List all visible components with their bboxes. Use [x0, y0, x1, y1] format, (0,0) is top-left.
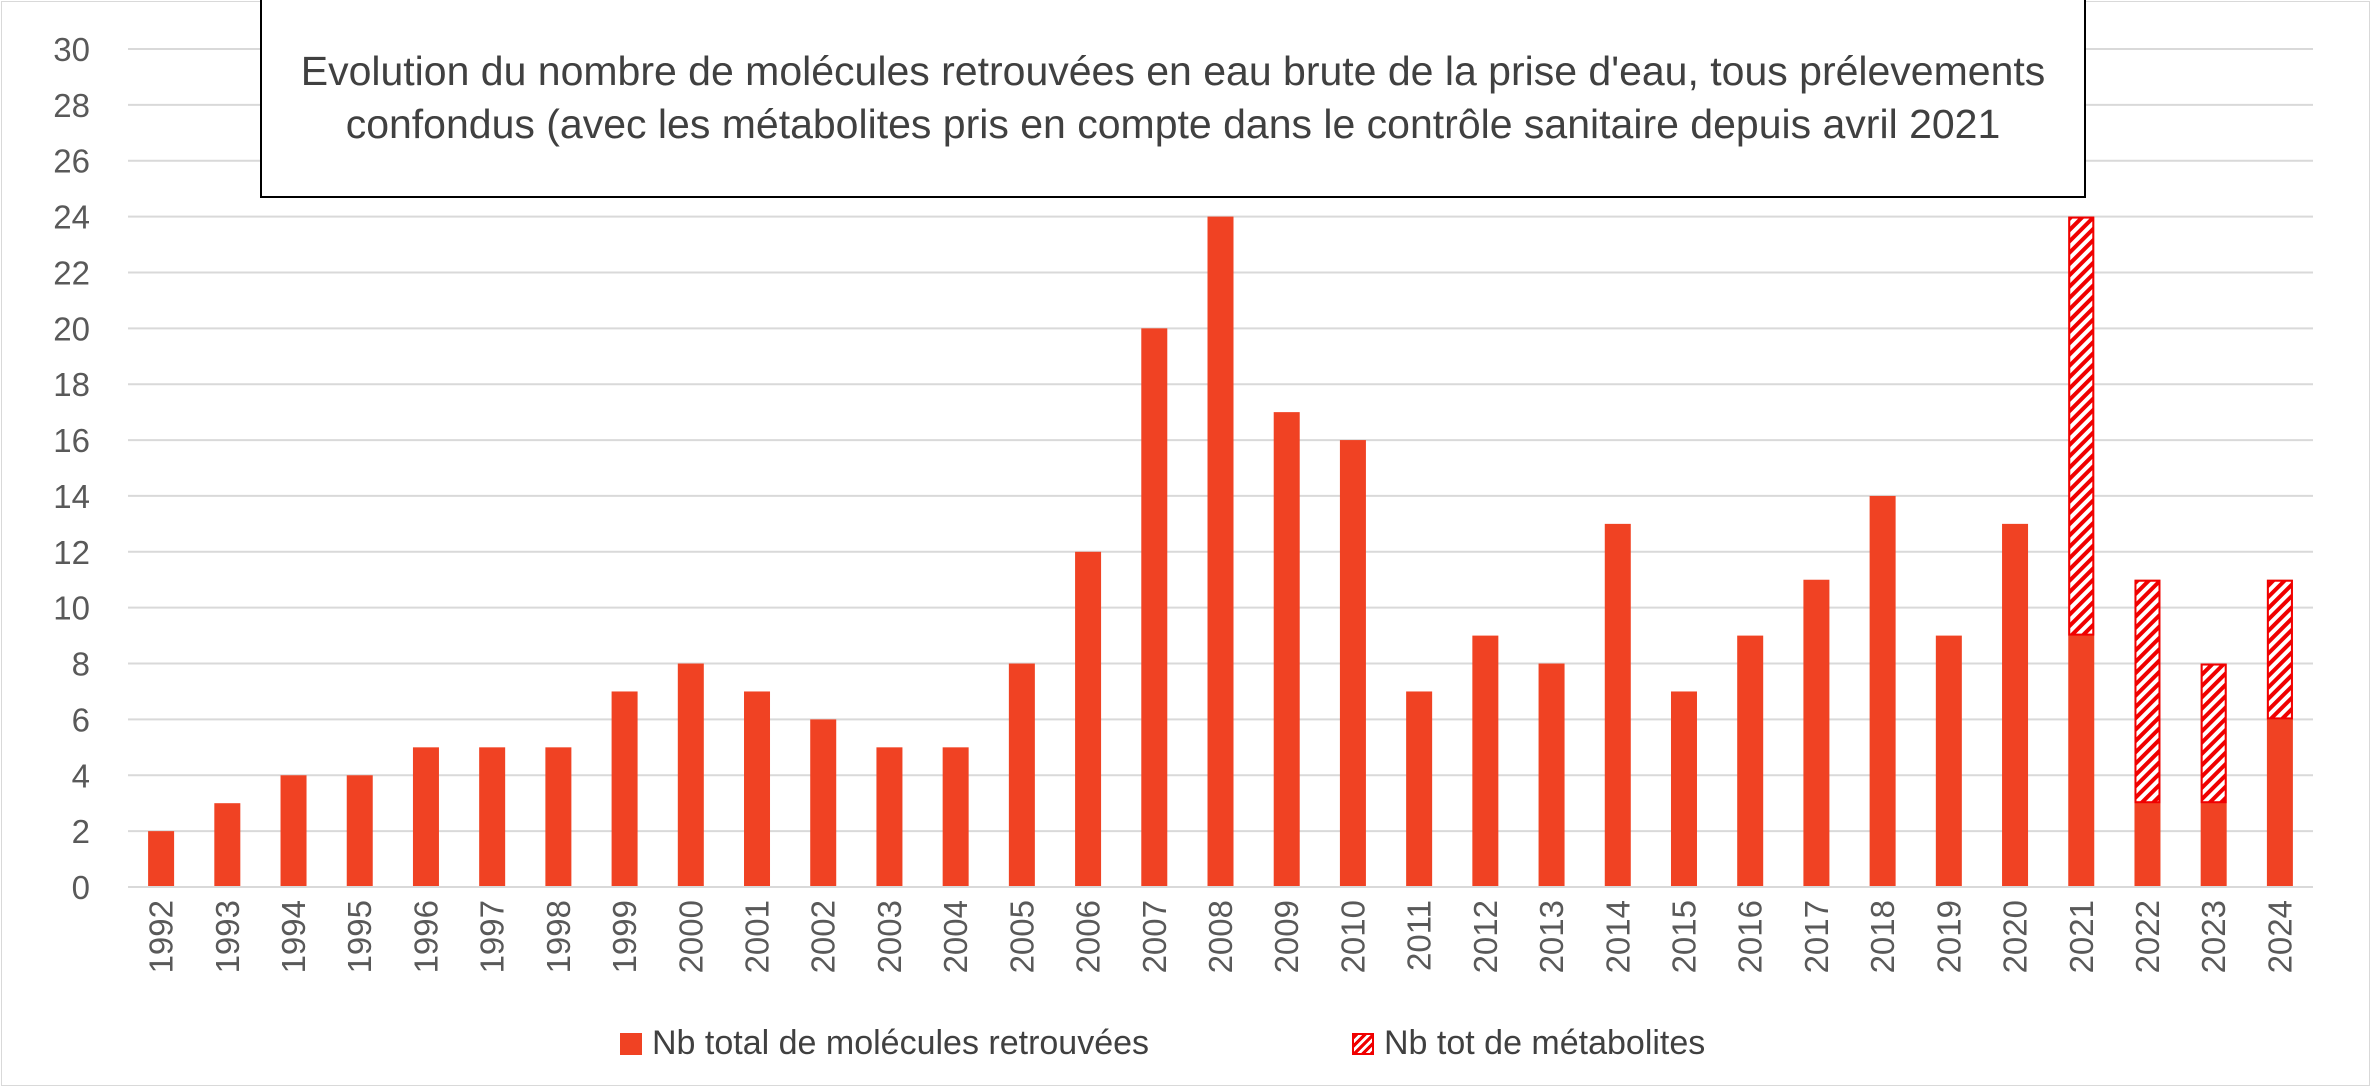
bar-1992	[148, 831, 175, 887]
x-axis-tick-labels: 1992 1993 1994 1995 1996 1997 1998 1999 2000 2001…	[143, 900, 2299, 973]
x-tick-label: 1993	[209, 900, 246, 973]
bar-1999	[611, 691, 638, 887]
bars	[148, 216, 2293, 888]
y-tick-label: 20	[53, 310, 90, 347]
x-tick-label: 2005	[1003, 900, 1040, 973]
x-tick-label: 2002	[805, 900, 842, 973]
bar-1997	[479, 747, 506, 887]
x-tick-label: 2011	[1401, 900, 1438, 971]
bar-1993	[214, 803, 241, 887]
x-tick-label: 2007	[1136, 900, 1173, 973]
x-tick-label: 2012	[1467, 900, 1504, 973]
y-tick-label: 28	[53, 87, 90, 124]
y-tick-label: 18	[53, 366, 90, 403]
bar-2007	[1141, 328, 1168, 887]
y-tick-label: 30	[53, 31, 90, 68]
x-tick-label: 1994	[275, 900, 312, 973]
x-tick-label: 2017	[1798, 900, 1835, 973]
bar-2013	[1538, 663, 1565, 887]
metabolite-bar-2022	[2134, 579, 2161, 804]
y-tick-label: 8	[72, 646, 90, 683]
x-tick-label: 2014	[1599, 900, 1636, 973]
bar-1994	[280, 775, 307, 887]
x-tick-label: 2022	[2129, 900, 2166, 973]
bar-2019	[1935, 635, 1962, 887]
x-tick-label: 1996	[407, 900, 444, 973]
x-tick-label: 1992	[143, 900, 180, 973]
bar-2018	[1869, 495, 1896, 887]
bar-2003	[876, 747, 903, 887]
bar-2014	[1604, 523, 1631, 887]
x-tick-label: 2003	[871, 900, 908, 973]
x-tick-label: 2018	[1864, 900, 1901, 973]
y-tick-label: 6	[72, 701, 90, 738]
bar-2000	[677, 663, 704, 887]
x-tick-label: 2010	[1334, 900, 1371, 973]
legend-label-metabolites: Nb tot de métabolites	[1384, 1024, 1706, 1062]
x-tick-label: 2016	[1732, 900, 1769, 973]
bar-2020	[2002, 523, 2029, 887]
legend-label-total: Nb total de molécules retrouvées	[652, 1024, 1150, 1062]
legend-item-total: Nb total de molécules retrouvées	[620, 1024, 1149, 1063]
y-tick-label: 14	[53, 478, 90, 515]
bar-2011	[1406, 691, 1433, 887]
legend-item-metabolites: Nb tot de métabolites	[1352, 1024, 1705, 1063]
x-tick-label: 2019	[1930, 900, 1967, 973]
bar-2015	[1670, 691, 1697, 887]
legend-swatch-total	[620, 1032, 642, 1055]
y-tick-label: 22	[53, 254, 90, 291]
x-tick-label: 1998	[540, 900, 577, 973]
y-tick-label: 24	[53, 199, 90, 236]
bar-2005	[1008, 663, 1035, 887]
x-tick-label: 2008	[1202, 900, 1239, 973]
y-tick-label: 4	[72, 757, 90, 794]
bar-2017	[1803, 579, 1830, 887]
x-tick-label: 1995	[341, 900, 378, 973]
bar-2012	[1472, 635, 1499, 887]
y-tick-label: 0	[72, 869, 90, 906]
x-tick-label: 2020	[1997, 900, 2034, 973]
x-tick-label: 2004	[937, 900, 974, 973]
x-tick-label: 2000	[672, 900, 709, 973]
y-tick-label: 2	[72, 813, 90, 850]
bar-2010	[1339, 440, 1366, 887]
x-tick-label: 2023	[2195, 900, 2232, 973]
metabolite-bar-2024	[2266, 579, 2293, 720]
bar-2016	[1737, 635, 1764, 887]
x-tick-label: 2009	[1268, 900, 1305, 973]
x-tick-label: 2021	[2063, 900, 2100, 973]
bar-2001	[744, 691, 771, 887]
y-tick-label: 10	[53, 590, 90, 627]
chart-title: Evolution du nombre de molécules retrouv…	[300, 48, 2046, 147]
metabolite-bar-2023	[2200, 663, 2227, 804]
x-tick-label: 2006	[1070, 900, 1107, 973]
y-tick-label: 26	[53, 143, 90, 180]
x-tick-label: 2015	[1665, 900, 1702, 973]
x-tick-label: 1999	[606, 900, 643, 973]
bar-2006	[1075, 551, 1102, 887]
bar-2008	[1207, 216, 1234, 888]
bar-1998	[545, 747, 572, 887]
bar-1995	[346, 775, 373, 887]
bar-1996	[412, 747, 439, 887]
x-tick-label: 2013	[1533, 900, 1570, 973]
legend: Nb total de molécules retrouvées Nb tot …	[0, 1024, 2373, 1070]
x-tick-label: 2001	[739, 900, 776, 973]
legend-swatch-metabolites	[1352, 1032, 1374, 1055]
y-tick-label: 12	[53, 534, 90, 571]
bar-2004	[942, 747, 969, 887]
bar-2009	[1273, 412, 1300, 887]
chart-title-box: Evolution du nombre de molécules retrouv…	[260, 0, 2086, 198]
x-tick-label: 1997	[474, 900, 511, 973]
x-tick-label: 2024	[2261, 900, 2298, 973]
y-tick-label: 16	[53, 422, 90, 459]
bar-2002	[810, 719, 837, 887]
metabolite-bar-2021	[2068, 216, 2095, 636]
